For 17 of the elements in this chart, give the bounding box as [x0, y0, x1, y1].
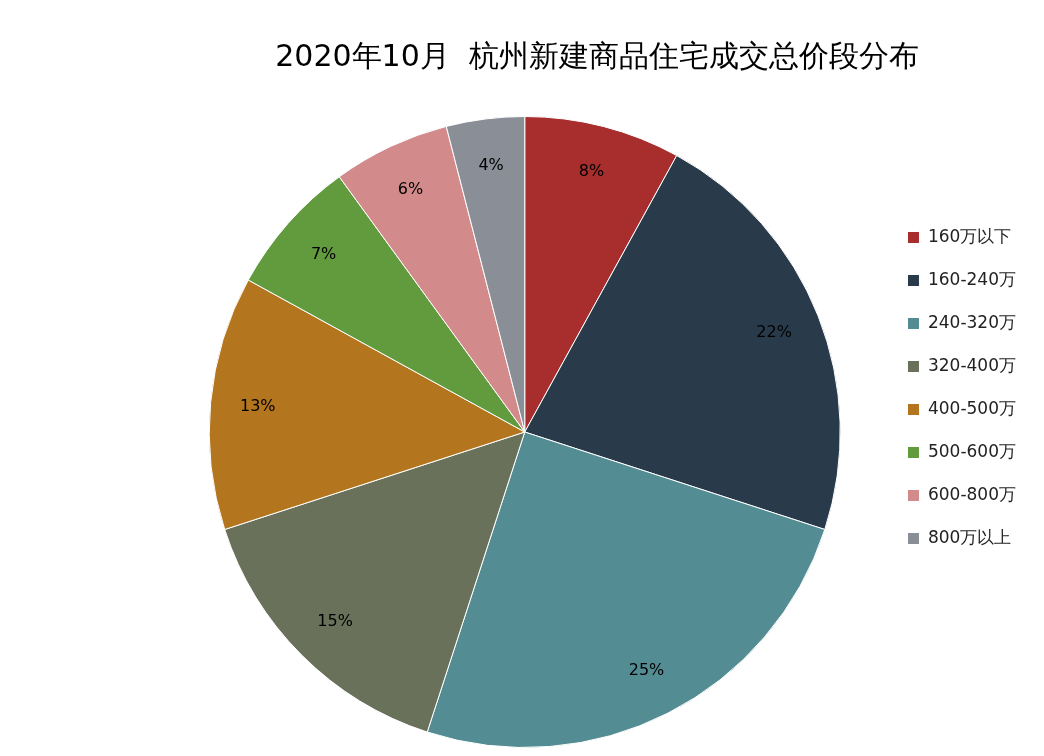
legend-label: 160-240万: [927, 268, 1016, 289]
data-label: 13%: [239, 395, 276, 415]
legend-label: 400-500万: [927, 397, 1016, 418]
data-label: 22%: [756, 322, 792, 342]
data-label: 4%: [478, 155, 504, 175]
data-label: 7%: [310, 243, 337, 263]
data-label: 25%: [628, 660, 665, 680]
data-label: 6%: [397, 178, 424, 198]
legend-label: 320-400万: [927, 354, 1016, 375]
legend-label: 500-600万: [927, 440, 1016, 461]
chart-title: 2020年10月 杭州新建商品住宅成交总价段分布: [275, 37, 919, 73]
data-label: 8%: [578, 161, 605, 181]
data-label: 15%: [317, 610, 353, 630]
legend-label: 800万以上: [927, 526, 1012, 547]
legend-label: 160万以下: [927, 225, 1012, 246]
legend-label: 600-800万: [927, 483, 1016, 504]
legend-label: 240-320万: [927, 311, 1016, 332]
